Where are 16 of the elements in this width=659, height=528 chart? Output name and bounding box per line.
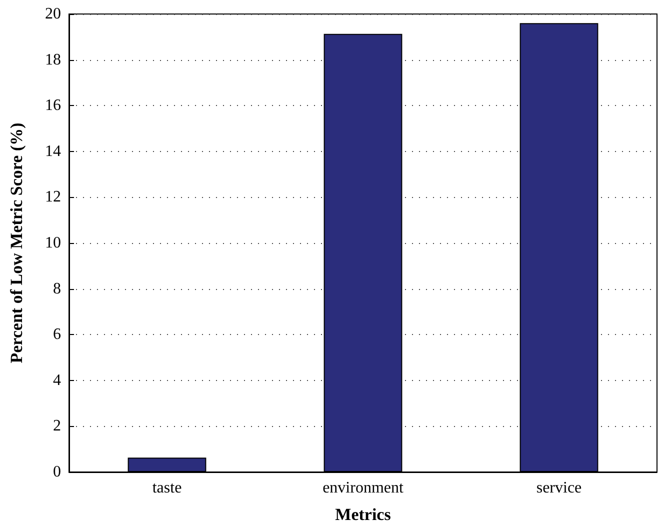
- y-tick-label: 8: [53, 280, 61, 298]
- x-tick-label: service: [536, 480, 582, 496]
- y-axis-title: Percent of Low Metric Score (%): [7, 122, 26, 364]
- y-tick-label: 12: [45, 188, 61, 206]
- y-tick-label: 16: [45, 97, 61, 114]
- y-tick-label: 20: [45, 6, 61, 22]
- x-axis-title: Metrics: [335, 505, 392, 524]
- y-tick-label: 6: [53, 326, 61, 344]
- y-tick-label: 18: [45, 51, 61, 68]
- y-tick-label: 2: [53, 418, 61, 435]
- y-tick-label: 0: [53, 464, 61, 480]
- x-tick-label: taste: [152, 480, 182, 496]
- y-tick-label: 10: [45, 234, 61, 252]
- x-tick-label: environment: [322, 480, 404, 496]
- y-tick-label: 4: [53, 372, 61, 389]
- y-tick-label: 14: [45, 142, 61, 160]
